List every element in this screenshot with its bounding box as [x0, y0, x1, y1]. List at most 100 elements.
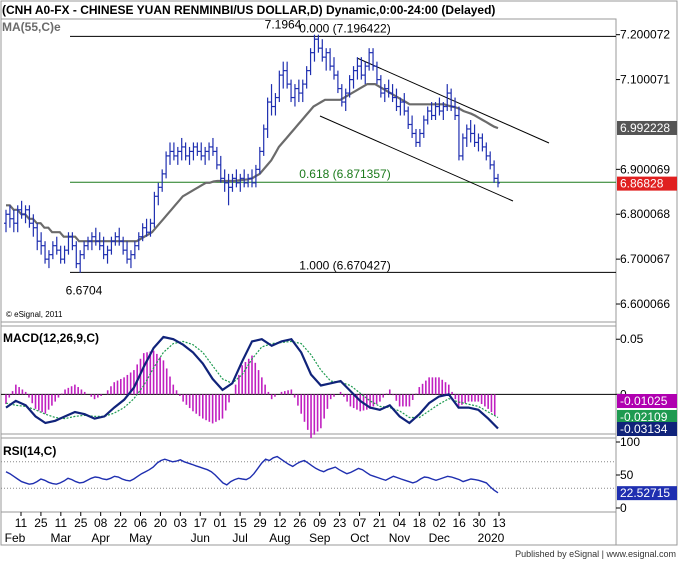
price-tick-label: 6.700067	[620, 252, 670, 266]
last-price-tag-text: 6.86828	[620, 177, 664, 191]
price-bar	[132, 241, 137, 260]
date-day-label: 22	[114, 516, 128, 530]
date-day-label: 01	[213, 516, 227, 530]
price-bar	[19, 200, 24, 219]
date-axis: 11 25 11 25 08 22 06 20 03 17 01 15 29 12 26 09 23 07 21 04…	[5, 512, 506, 545]
date-day-label: 25	[74, 516, 88, 530]
high-label: 7.1964	[265, 17, 302, 31]
price-bar	[437, 97, 442, 116]
price-bar	[285, 61, 290, 89]
price-bar	[328, 48, 333, 71]
price-bar	[66, 232, 71, 255]
date-month-label: 2020	[478, 531, 505, 545]
price-bar	[363, 61, 368, 85]
date-month-label: Oct	[350, 531, 369, 545]
macd-signal-tag-box	[617, 410, 677, 424]
date-day-label: 09	[313, 516, 327, 530]
date-day-label: 26	[293, 516, 307, 530]
price-bar	[136, 232, 141, 251]
date-month-label: Nov	[389, 531, 410, 545]
macd-macd-tag-box	[617, 422, 677, 436]
price-tick-label: 6.600066	[620, 297, 670, 311]
macd-histogram-tag-box	[617, 394, 677, 408]
price-bar	[250, 169, 254, 188]
price-bar	[246, 173, 251, 188]
price-bar	[304, 66, 309, 89]
rsi-last-tag: 22.52715	[617, 486, 677, 501]
date-day-label: 08	[94, 516, 108, 530]
price-bar	[160, 169, 165, 192]
downtrend-channel	[319, 57, 550, 202]
price-bar	[23, 205, 28, 224]
ma-last-tag: 6.992228	[617, 120, 677, 135]
price-bar	[58, 245, 63, 264]
price-bar	[257, 146, 262, 174]
macd-signal-tag: -0.02109	[617, 410, 677, 424]
price-tick-label: 7.100071	[620, 73, 670, 87]
price-bar	[261, 124, 266, 156]
price-bar	[394, 88, 399, 112]
price-bar	[105, 245, 110, 264]
price-bar	[417, 128, 422, 147]
macd-histogram-tag-text: -0.01025	[620, 394, 668, 408]
date-day-label: 02	[433, 516, 447, 530]
price-bar	[234, 169, 239, 188]
price-bar	[238, 173, 243, 192]
price-bar	[203, 146, 208, 165]
price-bar	[449, 88, 454, 112]
date-day-label: 30	[472, 516, 486, 530]
price-bar	[453, 97, 458, 120]
price-bar	[398, 97, 403, 116]
date-day-label: 20	[154, 516, 168, 530]
price-bar	[402, 93, 407, 116]
price-bar	[406, 106, 411, 129]
price-bar	[339, 84, 344, 107]
price-bar	[62, 245, 67, 264]
price-bar	[187, 146, 192, 165]
rsi-tick-label: 100	[620, 435, 640, 449]
date-month-label: Sep	[309, 531, 331, 545]
esignal-watermark: © eSignal, 2011	[6, 310, 63, 319]
price-bar	[456, 106, 461, 161]
macd-signal-tag-text: -0.02109	[620, 410, 668, 424]
macd-value-tags: -0.01025 -0.02109-0.03134	[617, 394, 677, 436]
price-bar	[351, 66, 356, 89]
last-price-tag-box	[617, 176, 677, 191]
price-bar	[386, 79, 391, 98]
publisher-footer: Published by eSignal | www.esignal.com	[515, 549, 676, 559]
price-bar	[425, 106, 430, 125]
price-bar	[86, 236, 90, 251]
price-bar	[175, 146, 180, 165]
price-bar	[121, 236, 126, 255]
date-day-label: 21	[373, 516, 387, 530]
channel-lower-line	[319, 115, 514, 202]
price-bar	[265, 97, 270, 138]
price-bar	[171, 142, 176, 161]
date-month-label: Dec	[429, 531, 450, 545]
price-bar	[242, 169, 247, 188]
price-bar	[179, 137, 184, 161]
price-bar	[429, 102, 434, 120]
price-bar	[382, 84, 387, 103]
date-day-label: 04	[393, 516, 407, 530]
price-bar	[414, 128, 418, 147]
price-bar	[359, 57, 364, 80]
price-bar	[347, 75, 352, 98]
price-bar	[281, 61, 286, 89]
price-bar	[168, 142, 172, 165]
price-bar	[484, 142, 489, 161]
price-bar	[492, 160, 497, 183]
rsi-axis: 100 50 0	[1, 435, 640, 515]
macd-main-line	[5, 335, 499, 430]
price-bar	[496, 173, 500, 188]
price-bar	[140, 223, 145, 242]
price-bar	[183, 142, 188, 161]
price-tick-label: 6.800068	[620, 207, 670, 221]
price-bar	[148, 218, 153, 237]
outer-frame	[0, 0, 678, 546]
price-tick-label: 6.900069	[620, 162, 670, 176]
price-bar	[46, 250, 51, 269]
date-day-label: 15	[233, 516, 247, 530]
